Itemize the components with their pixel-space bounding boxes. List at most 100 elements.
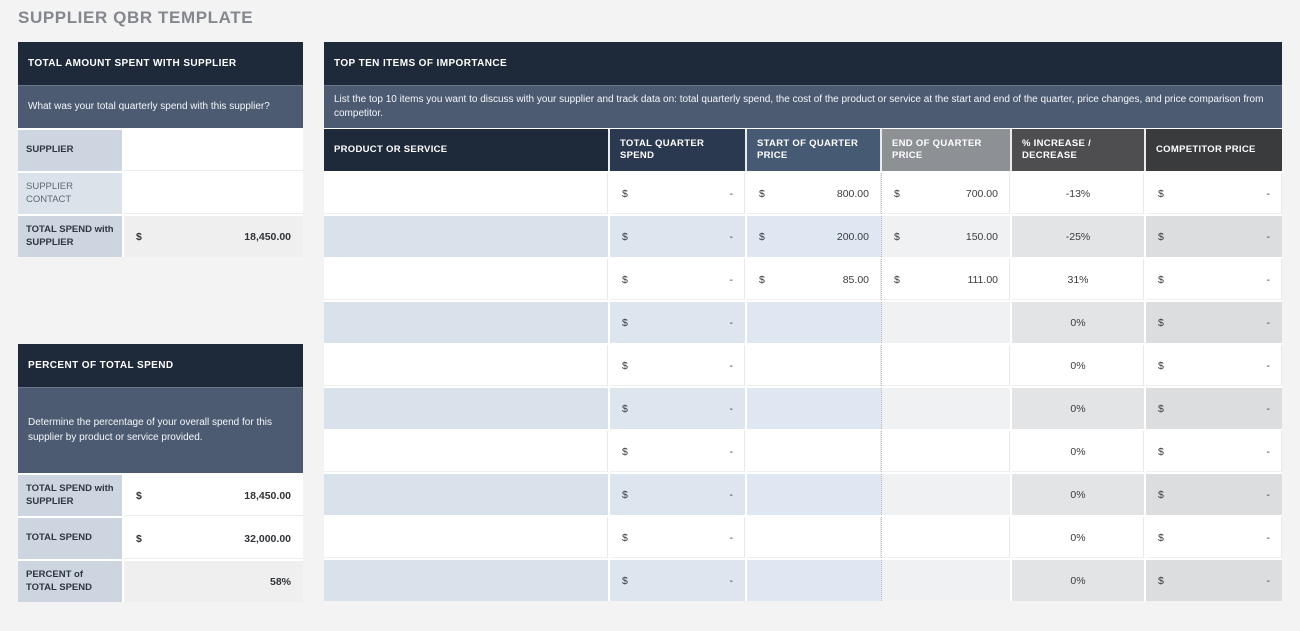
cell-start-of-quarter-price[interactable] [747, 560, 882, 601]
percent-of-total-spend-value-cell[interactable]: 58% [124, 561, 303, 602]
currency-symbol: $ [136, 231, 142, 243]
cell-total-quarter-spend[interactable]: $- [610, 216, 747, 257]
cell-end-of-quarter-price[interactable] [882, 517, 1012, 558]
cell-start-of-quarter-price[interactable] [747, 517, 882, 558]
cell-competitor-price[interactable]: $- [1146, 259, 1282, 300]
currency-symbol: $ [1158, 446, 1164, 458]
cell-competitor-price[interactable]: $- [1146, 517, 1282, 558]
panel-percent-of-total-spend: PERCENT OF TOTAL SPEND Determine the per… [18, 344, 303, 602]
cell-product-or-service[interactable] [324, 431, 610, 472]
cell-percent-change[interactable]: 31% [1012, 259, 1146, 300]
section-header-top-ten: TOP TEN ITEMS OF IMPORTANCE [324, 42, 1282, 85]
cell-start-of-quarter-price[interactable] [747, 302, 882, 343]
cell-product-or-service[interactable] [324, 302, 610, 343]
cell-competitor-price[interactable]: $- [1146, 388, 1282, 429]
table-row: $- 0% $- [324, 386, 1282, 429]
cell-total-quarter-spend[interactable]: $- [610, 517, 747, 558]
cell-product-or-service[interactable] [324, 173, 610, 214]
cell-percent-change[interactable]: 0% [1012, 560, 1146, 601]
currency-symbol: $ [622, 489, 628, 501]
cell-percent-change[interactable]: -13% [1012, 173, 1146, 214]
amount: - [730, 532, 734, 544]
currency-symbol: $ [1158, 489, 1164, 501]
currency-symbol: $ [622, 188, 628, 200]
column-header-total-quarter-spend: TOTAL QUARTER SPEND [610, 129, 747, 171]
cell-percent-change[interactable]: 0% [1012, 345, 1146, 386]
table-row: $- $85.00 $111.00 31% $- [324, 257, 1282, 300]
cell-end-of-quarter-price[interactable] [882, 560, 1012, 601]
cell-percent-change[interactable]: 0% [1012, 388, 1146, 429]
cell-product-or-service[interactable] [324, 345, 610, 386]
cell-product-or-service[interactable] [324, 560, 610, 601]
column-header-start-of-quarter-price: START OF QUARTER PRICE [747, 129, 882, 171]
cell-start-of-quarter-price[interactable]: $800.00 [747, 173, 882, 214]
cell-competitor-price[interactable]: $- [1146, 216, 1282, 257]
cell-start-of-quarter-price[interactable]: $200.00 [747, 216, 882, 257]
cell-competitor-price[interactable]: $- [1146, 173, 1282, 214]
cell-start-of-quarter-price[interactable] [747, 431, 882, 472]
cell-competitor-price[interactable]: $- [1146, 345, 1282, 386]
amount: - [730, 403, 734, 415]
cell-end-of-quarter-price[interactable]: $111.00 [882, 259, 1012, 300]
supplier-contact-value-cell[interactable] [124, 173, 303, 214]
amount: - [1267, 360, 1271, 372]
cell-competitor-price[interactable]: $- [1146, 560, 1282, 601]
cell-product-or-service[interactable] [324, 474, 610, 515]
cell-total-quarter-spend[interactable]: $- [610, 345, 747, 386]
cell-total-quarter-spend[interactable]: $- [610, 431, 747, 472]
total-spend-with-supplier-value-cell[interactable]: $ 18,450.00 [124, 475, 303, 516]
spreadsheet-page: SUPPLIER QBR TEMPLATE TOTAL AMOUNT SPENT… [0, 0, 1300, 631]
currency-symbol: $ [1158, 317, 1164, 329]
amount: 18,450.00 [244, 231, 291, 243]
supplier-value-cell[interactable] [124, 130, 303, 171]
cell-end-of-quarter-price[interactable] [882, 388, 1012, 429]
cell-competitor-price[interactable]: $- [1146, 302, 1282, 343]
cell-total-quarter-spend[interactable]: $- [610, 388, 747, 429]
amount: 700.00 [966, 188, 998, 200]
currency-symbol: $ [622, 360, 628, 372]
currency-symbol: $ [759, 274, 765, 286]
currency-symbol: $ [894, 274, 900, 286]
cell-percent-change[interactable]: 0% [1012, 431, 1146, 472]
cell-end-of-quarter-price[interactable] [882, 431, 1012, 472]
cell-start-of-quarter-price[interactable] [747, 388, 882, 429]
cell-start-of-quarter-price[interactable] [747, 345, 882, 386]
cell-competitor-price[interactable]: $- [1146, 474, 1282, 515]
currency-symbol: $ [1158, 360, 1164, 372]
cell-percent-change[interactable]: 0% [1012, 474, 1146, 515]
total-spend-with-supplier-value-cell[interactable]: $ 18,450.00 [124, 216, 303, 257]
cell-total-quarter-spend[interactable]: $- [610, 560, 747, 601]
cell-product-or-service[interactable] [324, 259, 610, 300]
cell-percent-change[interactable]: 0% [1012, 302, 1146, 343]
currency-symbol: $ [894, 188, 900, 200]
cell-competitor-price[interactable]: $- [1146, 431, 1282, 472]
currency-symbol: $ [894, 231, 900, 243]
cell-start-of-quarter-price[interactable] [747, 474, 882, 515]
cell-start-of-quarter-price[interactable]: $85.00 [747, 259, 882, 300]
amount: - [1267, 188, 1271, 200]
cell-end-of-quarter-price[interactable]: $150.00 [882, 216, 1012, 257]
amount: - [1267, 489, 1271, 501]
cell-product-or-service[interactable] [324, 388, 610, 429]
amount: 32,000.00 [244, 533, 291, 545]
total-spend-value-cell[interactable]: $ 32,000.00 [124, 518, 303, 559]
amount: - [730, 274, 734, 286]
cell-total-quarter-spend[interactable]: $- [610, 302, 747, 343]
cell-percent-change[interactable]: -25% [1012, 216, 1146, 257]
cell-product-or-service[interactable] [324, 216, 610, 257]
cell-product-or-service[interactable] [324, 517, 610, 558]
cell-percent-change[interactable]: 0% [1012, 517, 1146, 558]
cell-total-quarter-spend[interactable]: $- [610, 173, 747, 214]
cell-total-quarter-spend[interactable]: $- [610, 474, 747, 515]
amount: - [1267, 403, 1271, 415]
cell-end-of-quarter-price[interactable]: $700.00 [882, 173, 1012, 214]
amount: - [1267, 575, 1271, 587]
column-header-percent-increase-decrease: % INCREASE / DECREASE [1012, 129, 1146, 171]
currency-symbol: $ [1158, 188, 1164, 200]
cell-end-of-quarter-price[interactable] [882, 474, 1012, 515]
cell-total-quarter-spend[interactable]: $- [610, 259, 747, 300]
cell-end-of-quarter-price[interactable] [882, 302, 1012, 343]
amount: - [1267, 532, 1271, 544]
cell-end-of-quarter-price[interactable] [882, 345, 1012, 386]
currency-symbol: $ [1158, 231, 1164, 243]
